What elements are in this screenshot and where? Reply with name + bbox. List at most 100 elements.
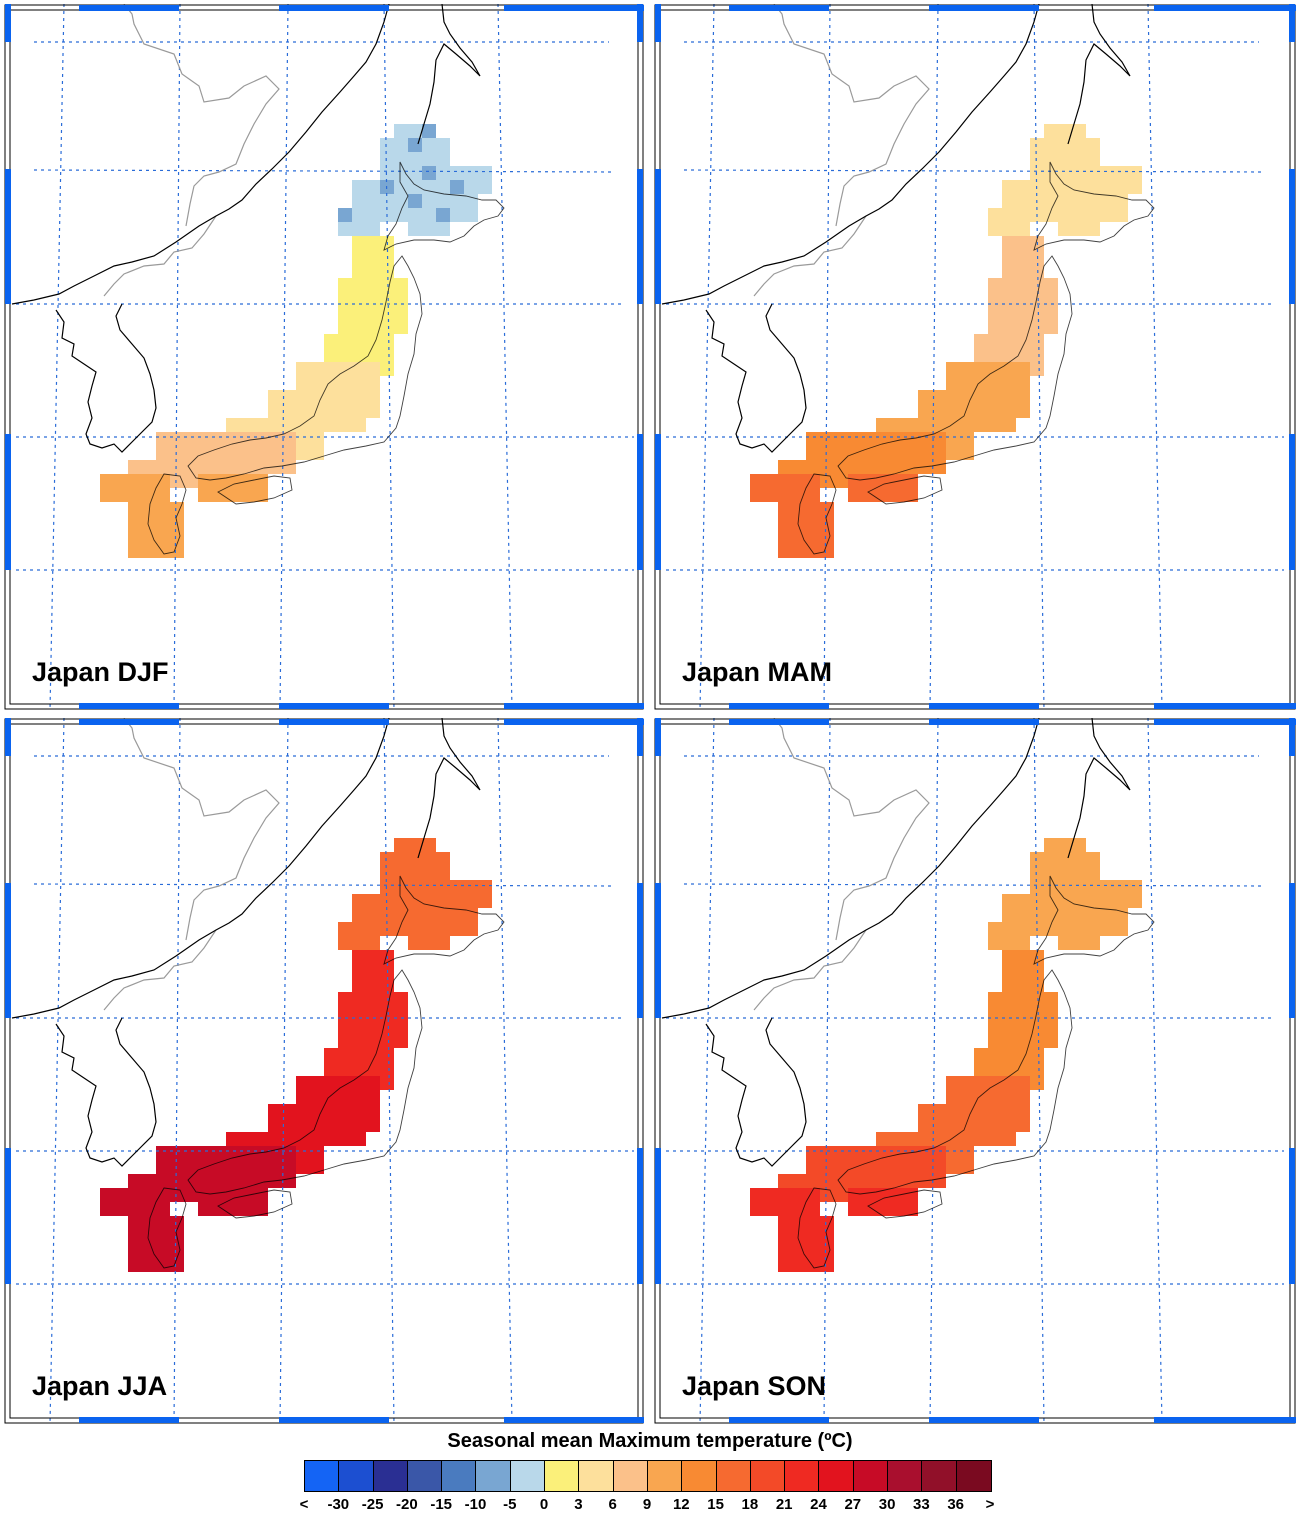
temperature-cell [366, 404, 380, 418]
temperature-cell [394, 124, 408, 138]
temperature-cell [366, 292, 380, 306]
korea-coastline [55, 1017, 157, 1167]
temperature-cell [380, 152, 394, 166]
temperature-cell [170, 1160, 184, 1174]
temperature-cell [156, 460, 170, 474]
temperature-cell [960, 1146, 974, 1160]
temperature-cell [988, 222, 1002, 236]
temperature-cell [478, 880, 492, 894]
temperature-cell [338, 1006, 352, 1020]
temperature-cell [932, 404, 946, 418]
temperature-cell [394, 292, 408, 306]
temperature-cell [1058, 194, 1072, 208]
temperature-cell [380, 334, 394, 348]
temperature-cell [352, 320, 366, 334]
temperature-cell [422, 852, 436, 866]
temperature-cell [918, 1104, 932, 1118]
frame-tick-right [637, 169, 643, 304]
temperature-cell [1002, 1076, 1016, 1090]
temperature-cell [422, 194, 436, 208]
temperature-cell [408, 124, 422, 138]
temperature-cell [240, 446, 254, 460]
frame-tick-left [655, 169, 661, 304]
latitude-line [33, 169, 615, 173]
temperature-cell [156, 1202, 170, 1216]
temperature-cell [820, 1258, 834, 1272]
frame-tick-top [1154, 5, 1296, 11]
colorbar-tick-label: 15 [707, 1496, 724, 1513]
map-svg [4, 4, 644, 710]
frame-tick-bottom [1154, 1417, 1296, 1423]
temperature-cell [1044, 852, 1058, 866]
temperature-cell [1058, 166, 1072, 180]
temperature-cell [1002, 306, 1016, 320]
sakhalin-coastline [1067, 718, 1131, 859]
graticule [16, 4, 634, 710]
temperature-cell [1002, 348, 1016, 362]
temperature-cell [974, 1104, 988, 1118]
temperature-cell [394, 852, 408, 866]
temperature-cell [394, 1020, 408, 1034]
temperature-cell [268, 390, 282, 404]
temperature-cell [142, 1174, 156, 1188]
temperature-cell [974, 376, 988, 390]
temperature-cell [450, 880, 464, 894]
temperature-cell [296, 1146, 310, 1160]
temperature-cell [352, 1006, 366, 1020]
temperature-cell [918, 1132, 932, 1146]
temperature-cell [268, 1104, 282, 1118]
temperature-cell [324, 418, 338, 432]
colorbar-tick-label: 33 [913, 1496, 930, 1513]
temperature-cell [352, 1118, 366, 1132]
temperature-cell [240, 1132, 254, 1146]
temperature-cell [960, 1090, 974, 1104]
temperature-cell [296, 390, 310, 404]
latitude-line [683, 169, 1265, 173]
temperature-cell [352, 1020, 366, 1034]
temperature-cell [212, 1188, 226, 1202]
temperature-cell [1016, 236, 1030, 250]
temperature-cell [142, 1202, 156, 1216]
temperature-cell [436, 166, 450, 180]
temperature-cell [932, 1160, 946, 1174]
temperature-cell [352, 922, 366, 936]
temperature-cell [988, 418, 1002, 432]
temperature-cell [170, 530, 184, 544]
temperature-cell [890, 432, 904, 446]
temperature-cell [1030, 278, 1044, 292]
temperature-cell [750, 1202, 764, 1216]
temperature-cell [764, 488, 778, 502]
temperature-cell [436, 894, 450, 908]
temperature-cell [352, 334, 366, 348]
temperature-cell [960, 1160, 974, 1174]
temperature-cell [1002, 320, 1016, 334]
temperature-cell [778, 1174, 792, 1188]
temperature-cell [310, 418, 324, 432]
temperature-cell [974, 362, 988, 376]
temperature-cell [1016, 180, 1030, 194]
temperature-cell [960, 1118, 974, 1132]
temperature-cell [1002, 208, 1016, 222]
temperature-cell [988, 1076, 1002, 1090]
temperature-cell [366, 1118, 380, 1132]
temperature-cell [282, 404, 296, 418]
temperature-cell [1002, 418, 1016, 432]
temperature-cell [848, 432, 862, 446]
temperature-cell [862, 1174, 876, 1188]
temperature-cell [212, 488, 226, 502]
temperature-cell [904, 488, 918, 502]
colorbar-tick-label: < [299, 1496, 309, 1513]
kyushu-outline [147, 1187, 187, 1269]
temperature-cell [128, 516, 142, 530]
map-panel-mam: Japan MAM [654, 4, 1296, 710]
temperature-cell [1044, 1020, 1058, 1034]
temperature-cell [156, 432, 170, 446]
temperature-cell [1030, 362, 1044, 376]
temperature-cell [1072, 152, 1086, 166]
temperature-cell [918, 432, 932, 446]
frame-tick-right [1289, 4, 1295, 42]
temperature-cell [792, 1202, 806, 1216]
temperature-cell [310, 1160, 324, 1174]
temperature-cell [820, 530, 834, 544]
temperature-cell [240, 488, 254, 502]
